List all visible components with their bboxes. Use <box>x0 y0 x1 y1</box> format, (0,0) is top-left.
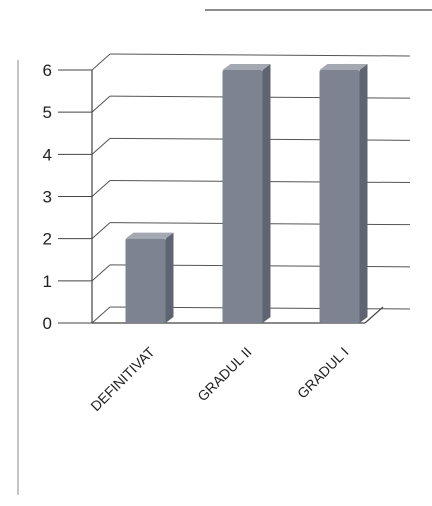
bar-side <box>359 64 368 323</box>
bar-top <box>125 232 174 239</box>
gridline-depth <box>91 137 111 155</box>
gridline-depth <box>91 53 111 71</box>
bar <box>222 70 263 323</box>
y-tick-label: 2 <box>43 230 52 249</box>
gridline-depth <box>91 180 111 197</box>
gridline-depth <box>91 222 111 240</box>
y-tick-label: 3 <box>43 188 52 207</box>
y-tick-label: 5 <box>43 103 52 122</box>
x-axis-depth <box>364 306 384 324</box>
y-tick-label: 4 <box>43 145 52 164</box>
gridline-depth <box>91 306 111 324</box>
bar-side <box>165 232 174 323</box>
bar <box>319 70 360 323</box>
bar <box>125 238 166 323</box>
y-tick-label: 6 <box>43 61 52 80</box>
x-category-label: GRADUL II <box>194 344 254 404</box>
y-tick-label: 1 <box>43 272 52 291</box>
bar-top <box>222 64 271 70</box>
bar-side <box>262 64 271 323</box>
x-category-label: GRADUL I <box>294 344 352 402</box>
y-tick-label: 0 <box>43 314 52 333</box>
bar-top <box>319 64 368 70</box>
x-category-label: DEFINITIVAT <box>87 343 158 414</box>
gridline <box>109 53 411 57</box>
gridline-depth <box>91 264 111 282</box>
gridline-depth <box>91 95 111 113</box>
